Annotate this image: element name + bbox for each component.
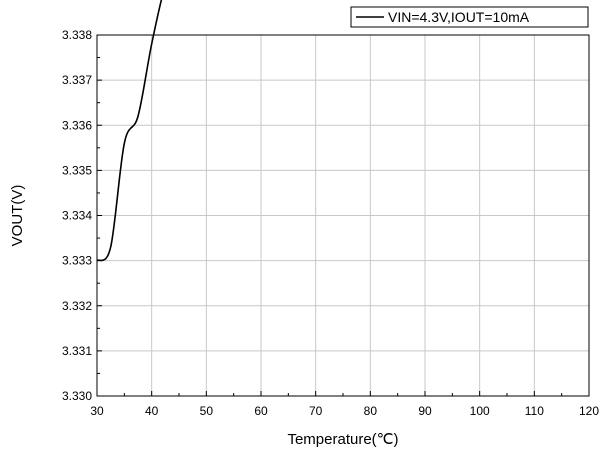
x-tick-label: 40 <box>145 404 159 418</box>
y-tick-label: 3.330 <box>62 389 92 403</box>
series-layer <box>96 0 163 262</box>
legend-label: VIN=4.3V,IOUT=10mA <box>388 9 530 25</box>
x-axis-tick-labels: 30 40 50 60 70 80 90 100 110 120 <box>90 404 599 418</box>
y-tick-label: 3.338 <box>62 28 92 42</box>
x-tick-label: 70 <box>309 404 323 418</box>
x-tick-label: 110 <box>525 404 544 418</box>
y-axis-title: VOUT(V) <box>9 185 26 247</box>
y-tick-label: 3.336 <box>62 118 92 132</box>
x-tick-label: 60 <box>254 404 268 418</box>
y-tick-label: 3.335 <box>62 163 92 177</box>
legend: VIN=4.3V,IOUT=10mA <box>350 6 589 28</box>
y-tick-label: 3.332 <box>62 299 92 313</box>
x-axis-title: Temperature(℃) <box>287 431 398 448</box>
legend-box <box>350 6 589 28</box>
x-tick-label: 80 <box>364 404 378 418</box>
x-tick-label: 90 <box>418 404 432 418</box>
x-tick-label: 30 <box>90 404 104 418</box>
series-line <box>96 0 163 262</box>
x-tick-label: 120 <box>579 404 599 418</box>
x-tick-label: 50 <box>200 404 214 418</box>
tick-marks <box>96 34 590 397</box>
y-tick-label: 3.334 <box>62 209 92 223</box>
y-tick-label: 3.333 <box>62 254 92 268</box>
y-axis-tick-labels: 3.330 3.331 3.332 3.333 3.334 3.335 3.336 3.337… <box>62 28 92 403</box>
y-tick-label: 3.337 <box>62 73 92 87</box>
grid <box>97 35 589 396</box>
y-tick-label: 3.331 <box>62 344 92 358</box>
x-tick-label: 100 <box>470 404 490 418</box>
